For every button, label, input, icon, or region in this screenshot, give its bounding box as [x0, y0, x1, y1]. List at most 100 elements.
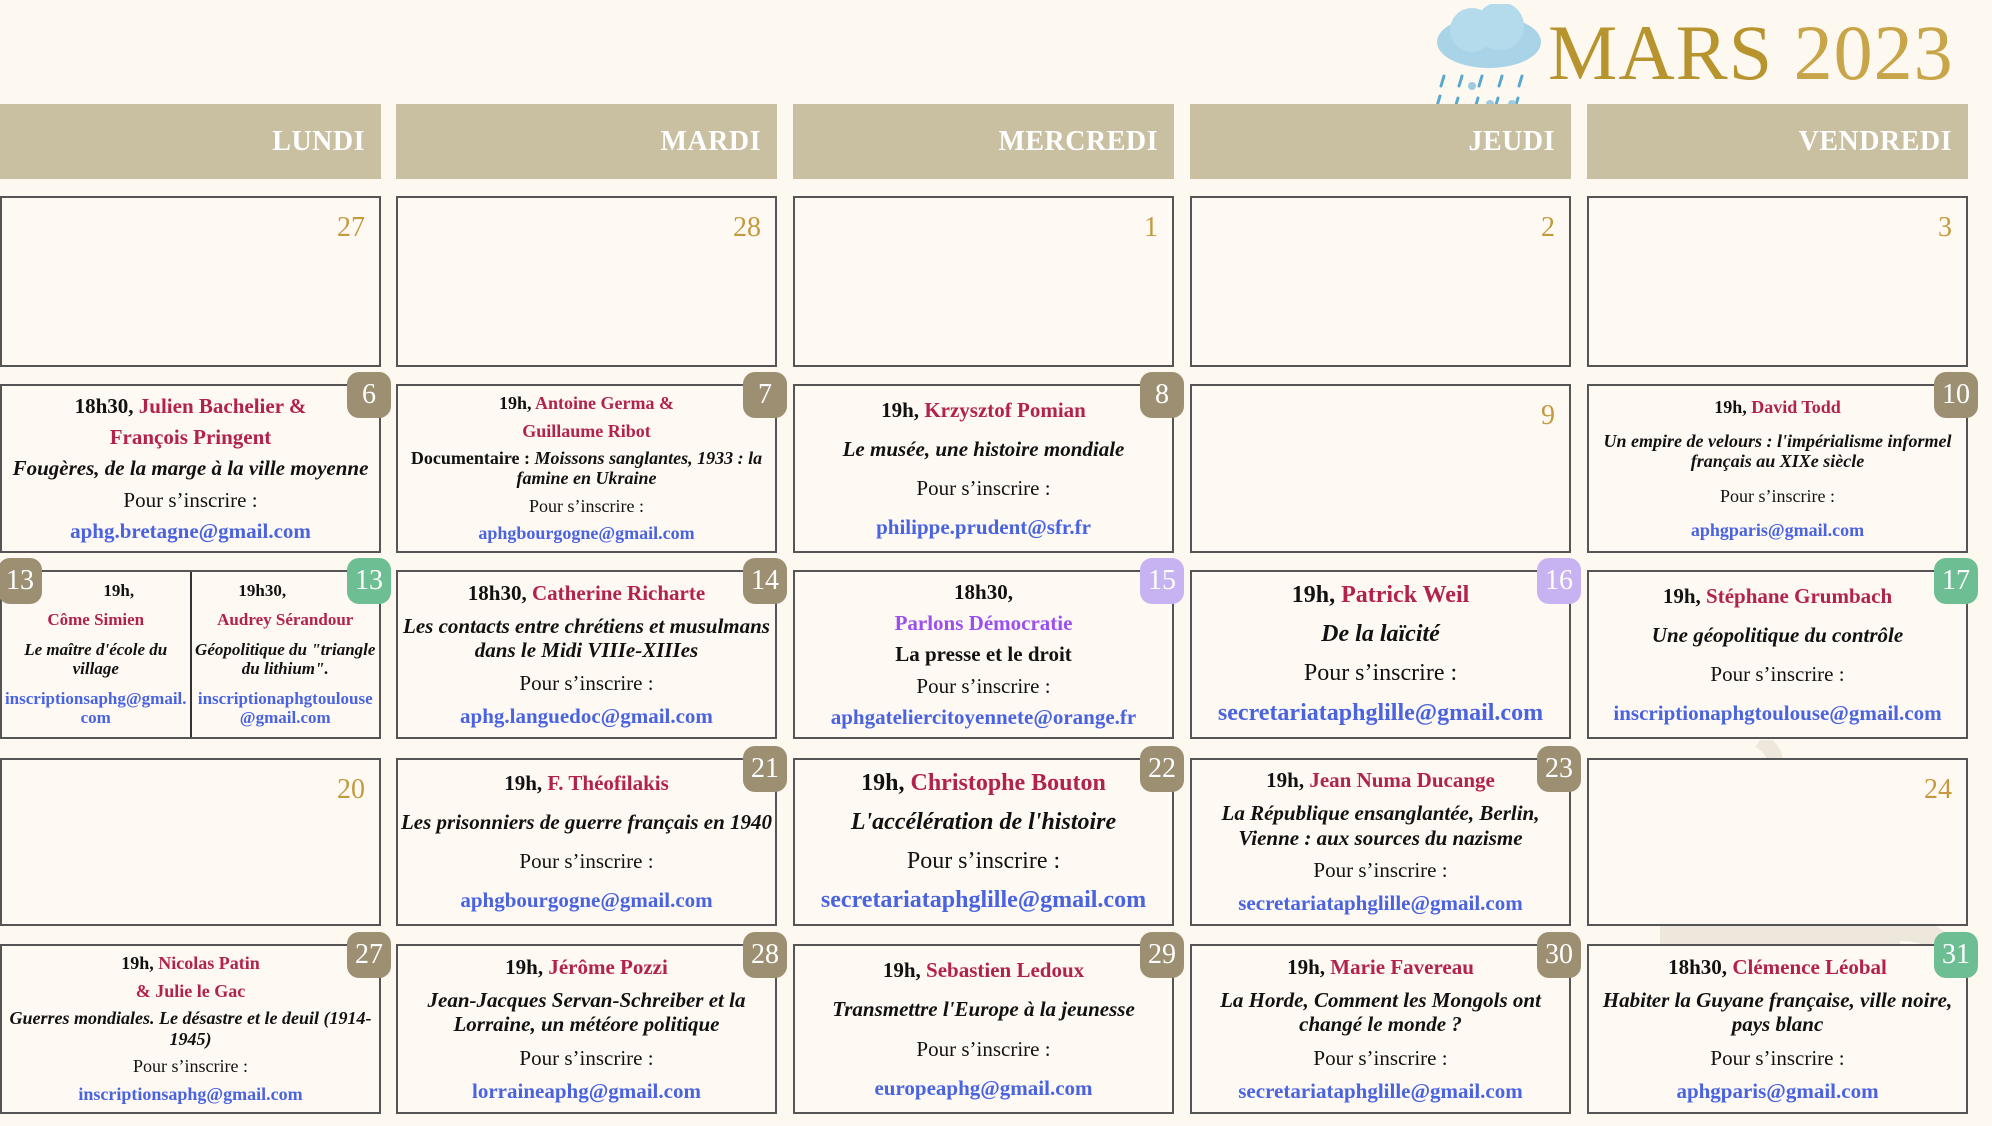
- sub-event: 19h, Côme Simien Le maître d'école du vill…: [2, 572, 192, 737]
- email-link[interactable]: aphg.bretagne@gmail.com: [70, 519, 311, 544]
- event-time: 19h,: [881, 397, 925, 422]
- speaker-name: Christophe Bouton: [910, 769, 1106, 796]
- email-link[interactable]: inscriptionsaphg@gmail.com: [78, 1083, 303, 1104]
- event-line: 19h, David Todd: [1591, 397, 1964, 418]
- day-cell-22[interactable]: 22 19h, Christophe Bouton L'accélération d…: [793, 746, 1184, 926]
- event: 19h, Sebastien Ledoux Transmettre l'Europ…: [795, 946, 1172, 1112]
- day-number: 24: [1924, 774, 1952, 805]
- event-line: aphg.bretagne@gmail.com: [4, 519, 377, 543]
- event-line: 19h, Krzysztof Pomian: [797, 398, 1170, 422]
- event: 18h30, Catherine Richarte Les contacts en…: [398, 572, 775, 737]
- email-link[interactable]: aphgparis@gmail.com: [1676, 1079, 1879, 1104]
- day-cell-7[interactable]: 7 19h, Antoine Germa & Guillaume Ribot Docu…: [396, 372, 787, 553]
- day-cell-28: 28: [396, 196, 777, 367]
- email-link[interactable]: inscriptionaphgtoulouse@gmail.com: [1613, 701, 1942, 726]
- register-label: Pour s’inscrire :: [906, 847, 1061, 874]
- day-cell-2: 2: [1190, 196, 1571, 367]
- event-line: Habiter la Guyane française, ville noire…: [1591, 988, 1964, 1036]
- day-cell-8[interactable]: 8 19h, Krzysztof Pomian Le musée, une hist…: [793, 372, 1184, 553]
- register-label: Pour s’inscrire :: [1313, 858, 1448, 883]
- day-number-badge-left: 13: [0, 558, 42, 604]
- day-number-badge: 22: [1140, 746, 1184, 792]
- day-cell-23[interactable]: 23 19h, Jean Numa Ducange La République en…: [1190, 746, 1581, 926]
- day-cell-27[interactable]: 27 19h, Nicolas Patin & Julie le Gac Guerre…: [0, 932, 391, 1114]
- event-title: Les prisonniers de guerre français en 19…: [400, 810, 773, 835]
- event-line: Pour s’inscrire :: [797, 848, 1170, 876]
- email-link[interactable]: secretariataphglille@gmail.com: [820, 886, 1147, 913]
- event-line: Pour s’inscrire :: [797, 674, 1170, 698]
- speaker-name: Guillaume Ribot: [522, 420, 651, 441]
- event-title: Guerres mondiales. Le désastre et le deu…: [9, 1008, 372, 1049]
- day-number-badge: 6: [347, 372, 391, 418]
- register-label: Pour s’inscrire :: [916, 1036, 1051, 1061]
- register-label: Pour s’inscrire :: [133, 1056, 248, 1077]
- email-link[interactable]: aphgbourgogne@gmail.com: [478, 522, 695, 543]
- event-line: Parlons Démocratie: [797, 611, 1170, 635]
- event-time: 18h30,: [954, 579, 1013, 604]
- day-cell-17[interactable]: 17 19h, Stéphane Grumbach Une géopolitique…: [1587, 558, 1978, 739]
- event-line: 19h, Jean Numa Ducange: [1194, 768, 1567, 792]
- day-cell-31[interactable]: 31 18h30, Clémence Léobal Habiter la Guyan…: [1587, 932, 1978, 1114]
- weekday-header-mardi: MARDI: [396, 104, 777, 179]
- day-cell-6[interactable]: 6 18h30, Julien Bachelier & François Pring…: [0, 372, 391, 553]
- register-label: Pour s’inscrire :: [1710, 662, 1845, 687]
- register-label: Pour s’inscrire :: [1710, 1045, 1845, 1070]
- event-line: Côme Simien: [4, 610, 188, 630]
- event-line: Pour s’inscrire :: [4, 488, 377, 512]
- email-link[interactable]: lorraineaphg@gmail.com: [472, 1079, 701, 1104]
- event: 19h, Nicolas Patin & Julie le Gac Guerres …: [2, 946, 379, 1112]
- email-link[interactable]: aphg.languedoc@gmail.com: [460, 704, 713, 729]
- email-link[interactable]: aphgbourgogne@gmail.com: [460, 888, 713, 913]
- day-cell-14[interactable]: 14 18h30, Catherine Richarte Les contacts …: [396, 558, 787, 739]
- event-line: & Julie le Gac: [4, 981, 377, 1002]
- event-line: 19h, Marie Favereau: [1194, 955, 1567, 979]
- event: 18h30, Parlons Démocratie La presse et le …: [795, 572, 1172, 737]
- day-cell-13[interactable]: 13 13 19h, Côme Simien Le maître d'école du …: [0, 558, 391, 739]
- day-number: 9: [1541, 400, 1555, 431]
- event-time: 18h30,: [1668, 954, 1733, 979]
- day-cell-21[interactable]: 21 19h, F. Théofilakis Les prisonniers de …: [396, 746, 787, 926]
- event: 18h30, Julien Bachelier & François Pringe…: [2, 386, 379, 551]
- register-label: Pour s’inscrire :: [519, 849, 654, 874]
- email-link[interactable]: aphgateliercitoyennete@orange.fr: [830, 705, 1137, 730]
- day-cell-30[interactable]: 30 19h, Marie Favereau La Horde, Comment l…: [1190, 932, 1581, 1114]
- event-line: La presse et le droit: [797, 642, 1170, 666]
- event: 19h, Krzysztof Pomian Le musée, une histo…: [795, 386, 1172, 551]
- email-link[interactable]: inscriptionaphgtoulouse@gmail.com: [197, 688, 373, 728]
- email-link[interactable]: secretariataphglille@gmail.com: [1238, 891, 1523, 916]
- day-cell-15[interactable]: 15 18h30, Parlons Démocratie La presse et l…: [793, 558, 1184, 739]
- email-link[interactable]: philippe.prudent@sfr.fr: [876, 515, 1091, 540]
- email-link[interactable]: secretariataphglille@gmail.com: [1238, 1079, 1523, 1104]
- email-link[interactable]: aphgparis@gmail.com: [1690, 519, 1865, 540]
- event-line: Pour s’inscrire :: [1591, 486, 1964, 507]
- day-number-badge: 15: [1140, 558, 1184, 604]
- speaker-name: Marie Favereau: [1330, 954, 1474, 979]
- event-line: Pour s’inscrire :: [797, 1037, 1170, 1061]
- day-cell-29[interactable]: 29 19h, Sebastien Ledoux Transmettre l'Eur…: [793, 932, 1184, 1114]
- email-link[interactable]: secretariataphglille@gmail.com: [1217, 699, 1544, 726]
- event: 19h, David Todd Un empire de velours : l'…: [1589, 386, 1966, 551]
- event-line: 19h, Stéphane Grumbach: [1591, 584, 1964, 608]
- day-cell-28[interactable]: 28 19h, Jérôme Pozzi Jean-Jacques Servan-S…: [396, 932, 787, 1114]
- event-line: Pour s’inscrire :: [1591, 662, 1964, 686]
- day-number: 20: [337, 774, 365, 805]
- event-time: 18h30,: [467, 580, 532, 605]
- register-label: Pour s’inscrire :: [1313, 1045, 1448, 1070]
- day-cell-16[interactable]: 16 19h, Patrick Weil De la laïcité Pour s’i…: [1190, 558, 1581, 739]
- day-cell-10[interactable]: 10 19h, David Todd Un empire de velours : …: [1587, 372, 1978, 553]
- speaker-name: François Pringent: [109, 425, 272, 450]
- event-line: 19h, F. Théofilakis: [400, 771, 773, 795]
- event-line: La République ensanglantée, Berlin, Vien…: [1194, 801, 1567, 849]
- event-time: 19h,: [1287, 954, 1331, 979]
- month-label: MARS: [1548, 9, 1774, 96]
- email-link[interactable]: inscriptionsaphg@gmail.com: [4, 688, 187, 728]
- email-link[interactable]: europeaphg@gmail.com: [874, 1076, 1093, 1101]
- event-time: 19h,: [505, 954, 549, 979]
- event-time: 19h,: [121, 953, 159, 974]
- event-line: secretariataphglille@gmail.com: [1194, 891, 1567, 915]
- event-title: La Horde, Comment les Mongols ont changé…: [1220, 988, 1541, 1037]
- day-number-badge: 13: [347, 558, 391, 604]
- event-subtitle: Documentaire :: [410, 447, 535, 468]
- event-line: inscriptionsaphg@gmail.com: [4, 1084, 377, 1105]
- event-line: aphgparis@gmail.com: [1591, 1079, 1964, 1103]
